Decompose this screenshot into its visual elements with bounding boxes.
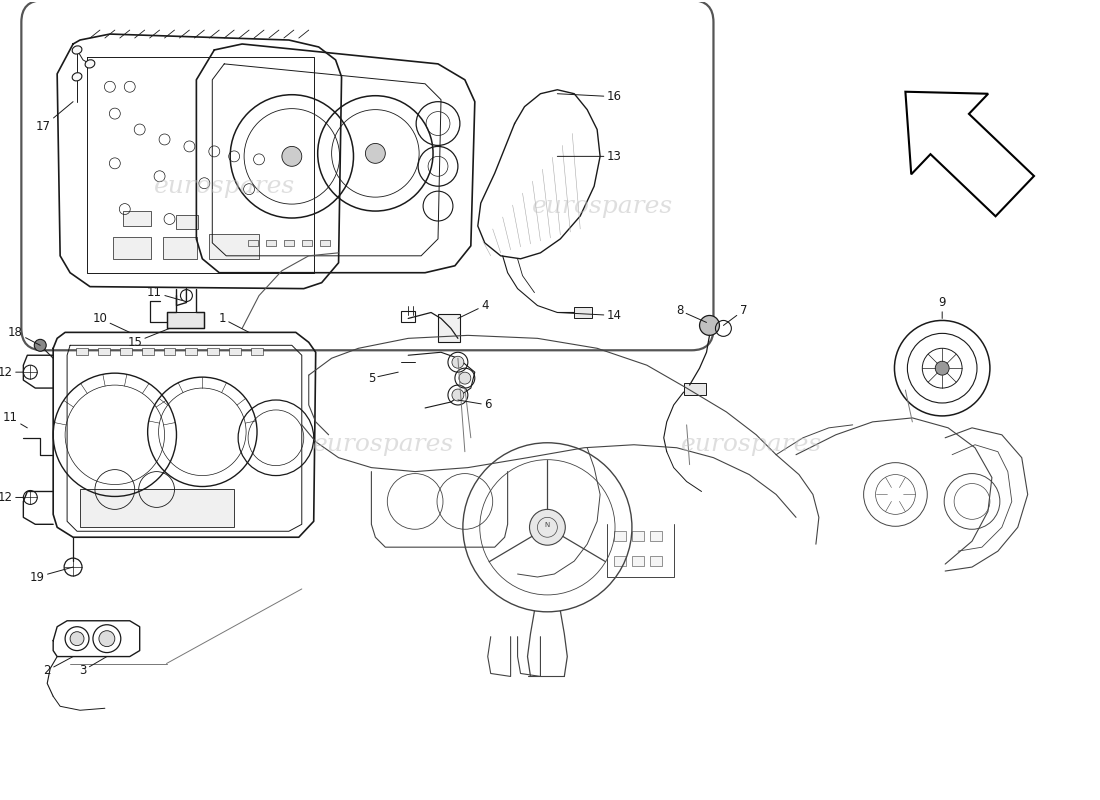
Text: 9: 9: [938, 296, 946, 318]
Text: 11: 11: [3, 411, 28, 428]
Polygon shape: [905, 92, 1034, 216]
Circle shape: [935, 362, 949, 375]
Bar: [402, 310, 415, 322]
Bar: [98, 348, 110, 355]
Text: 12: 12: [0, 491, 23, 504]
Bar: [320, 240, 330, 246]
Circle shape: [700, 315, 719, 335]
Bar: [186, 348, 197, 355]
Bar: [301, 240, 311, 246]
Bar: [76, 348, 88, 355]
Circle shape: [452, 389, 464, 401]
Bar: [631, 556, 644, 566]
Text: 11: 11: [147, 286, 183, 301]
Text: 2: 2: [44, 657, 73, 677]
Text: 6: 6: [458, 398, 492, 411]
Bar: [631, 531, 644, 542]
Text: 12: 12: [0, 366, 23, 378]
Bar: [229, 348, 241, 355]
Circle shape: [452, 356, 464, 368]
Bar: [284, 240, 294, 246]
Bar: [209, 234, 258, 258]
Bar: [614, 531, 626, 542]
Text: 18: 18: [8, 326, 41, 346]
Bar: [251, 348, 263, 355]
Bar: [249, 240, 258, 246]
Bar: [120, 348, 132, 355]
Bar: [614, 556, 626, 566]
Bar: [166, 313, 205, 329]
Bar: [207, 348, 219, 355]
Circle shape: [34, 339, 46, 351]
Text: eurospares: eurospares: [531, 194, 673, 218]
Text: N: N: [544, 522, 550, 528]
Ellipse shape: [73, 73, 81, 81]
Ellipse shape: [73, 46, 81, 54]
Circle shape: [282, 146, 301, 166]
Bar: [164, 348, 176, 355]
Text: 17: 17: [35, 102, 73, 133]
Text: 13: 13: [558, 150, 622, 163]
Text: eurospares: eurospares: [312, 434, 454, 456]
Text: 3: 3: [79, 657, 107, 677]
Text: 16: 16: [558, 90, 622, 103]
Text: 7: 7: [724, 304, 747, 326]
Bar: [163, 237, 197, 258]
Bar: [438, 314, 460, 342]
Circle shape: [459, 372, 471, 384]
FancyBboxPatch shape: [21, 0, 714, 350]
Bar: [176, 215, 198, 229]
Circle shape: [99, 630, 114, 646]
Circle shape: [529, 510, 565, 545]
Bar: [266, 240, 276, 246]
Bar: [574, 306, 592, 318]
Text: 19: 19: [30, 567, 73, 583]
Circle shape: [365, 143, 385, 163]
Circle shape: [70, 632, 84, 646]
Bar: [80, 490, 234, 527]
Ellipse shape: [85, 60, 95, 68]
Text: eurospares: eurospares: [154, 174, 295, 198]
Bar: [650, 531, 662, 542]
Bar: [123, 211, 151, 226]
Text: 8: 8: [676, 304, 706, 322]
Text: 15: 15: [128, 329, 169, 349]
Bar: [142, 348, 154, 355]
Text: 14: 14: [558, 309, 622, 322]
Text: 10: 10: [92, 312, 130, 332]
Bar: [650, 556, 662, 566]
Text: eurospares: eurospares: [681, 434, 822, 456]
Text: 4: 4: [458, 299, 488, 318]
Bar: [683, 383, 705, 395]
Text: 1: 1: [219, 312, 249, 332]
Text: 5: 5: [367, 372, 398, 385]
Bar: [113, 237, 151, 258]
